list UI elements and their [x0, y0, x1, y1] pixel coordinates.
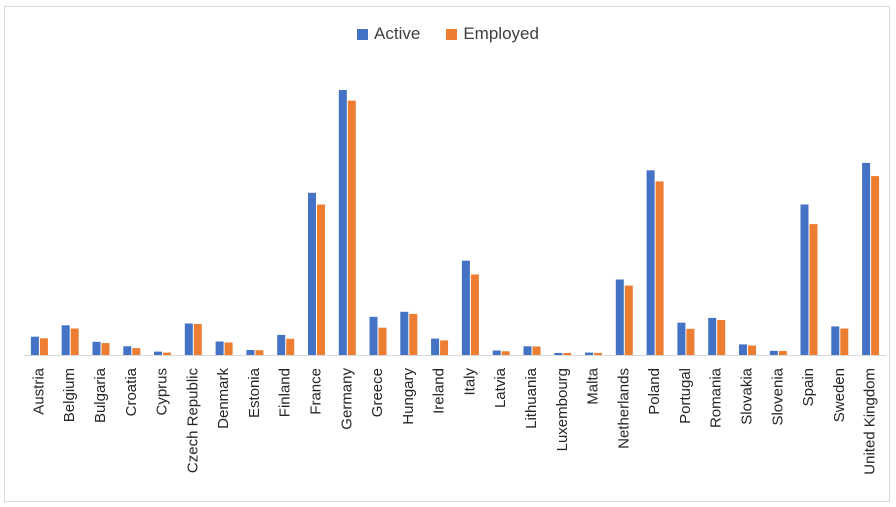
x-tick-label: Estonia — [246, 367, 263, 418]
bar-active-spain — [801, 205, 809, 356]
bar-employed-latvia — [502, 351, 510, 355]
bar-active-hungary — [400, 312, 408, 355]
bar-active-france — [308, 193, 316, 355]
x-tick-label: Hungary — [400, 368, 417, 425]
bar-active-malta — [585, 353, 593, 355]
x-tick-label: Sweden — [831, 368, 848, 422]
x-tick-label: Spain — [800, 368, 817, 406]
x-tick-label: Portugal — [677, 368, 694, 424]
bar-employed-czech-republic — [194, 324, 202, 355]
bar-employed-united-kingdom — [871, 176, 879, 355]
bar-active-austria — [31, 337, 39, 355]
bar-employed-estonia — [255, 350, 263, 355]
bar-employed-finland — [286, 339, 294, 355]
bar-active-czech-republic — [185, 324, 193, 356]
bar-employed-spain — [810, 224, 818, 355]
x-tick-label: Poland — [646, 368, 663, 415]
x-tick-label: Greece — [369, 368, 386, 417]
bar-employed-sweden — [840, 329, 848, 356]
bar-active-finland — [277, 335, 285, 355]
bar-employed-portugal — [686, 329, 694, 355]
bar-employed-ireland — [440, 340, 448, 355]
bar-employed-bulgaria — [102, 343, 110, 355]
bar-employed-germany — [348, 101, 356, 355]
x-tick-label: Romania — [708, 367, 725, 428]
bar-employed-lithuania — [533, 347, 541, 356]
x-tick-label: Belgium — [61, 368, 78, 422]
bar-active-netherlands — [616, 280, 624, 356]
bar-active-united-kingdom — [862, 163, 870, 355]
bar-active-belgium — [62, 325, 70, 355]
x-tick-label: Germany — [338, 368, 355, 430]
x-tick-label: Luxembourg — [554, 368, 571, 451]
x-tick-label: France — [307, 368, 324, 415]
bar-active-croatia — [123, 346, 131, 355]
x-tick-label: Netherlands — [615, 368, 632, 449]
bar-active-germany — [339, 90, 347, 355]
x-tick-label: Bulgaria — [92, 367, 109, 423]
x-tick-label: Italy — [461, 368, 478, 396]
x-tick-label: Slovakia — [738, 367, 755, 424]
bar-employed-greece — [379, 328, 387, 355]
bar-employed-luxembourg — [563, 353, 571, 355]
bar-active-romania — [708, 318, 716, 355]
bar-employed-croatia — [132, 348, 140, 355]
bar-employed-slovakia — [748, 346, 756, 356]
bar-active-poland — [647, 170, 655, 355]
bar-active-latvia — [493, 351, 501, 356]
x-tick-label: Finland — [277, 368, 294, 417]
x-tick-label: Lithuania — [523, 367, 540, 429]
bar-employed-netherlands — [625, 286, 633, 355]
bar-active-cyprus — [154, 352, 162, 355]
bar-active-estonia — [246, 350, 254, 355]
x-tick-label: United Kingdom — [862, 368, 879, 475]
bar-employed-france — [317, 205, 325, 356]
bar-employed-romania — [717, 320, 725, 355]
bar-active-slovenia — [770, 351, 778, 355]
bar-active-portugal — [677, 323, 685, 355]
bar-active-ireland — [431, 339, 439, 355]
bar-active-italy — [462, 261, 470, 355]
x-tick-label: Austria — [30, 367, 47, 414]
x-tick-label: Ireland — [431, 368, 448, 414]
x-tick-label: Denmark — [215, 368, 232, 429]
bar-employed-malta — [594, 353, 602, 355]
x-tick-label: Croatia — [123, 367, 140, 416]
bar-employed-slovenia — [779, 351, 787, 355]
bar-employed-poland — [656, 181, 664, 355]
bar-employed-belgium — [71, 329, 79, 356]
bar-employed-italy — [471, 274, 479, 355]
x-tick-label: Malta — [584, 367, 601, 404]
x-tick-label: Slovenia — [769, 367, 786, 425]
bar-active-luxembourg — [554, 353, 562, 355]
bar-active-greece — [370, 317, 378, 355]
bar-active-slovakia — [739, 344, 747, 355]
bar-active-denmark — [216, 342, 224, 356]
bar-employed-austria — [40, 338, 48, 355]
x-tick-label: Cyprus — [153, 368, 170, 416]
bar-employed-denmark — [225, 343, 233, 356]
x-tick-label: Latvia — [492, 367, 509, 408]
x-tick-label: Czech Republic — [184, 368, 201, 474]
bar-employed-hungary — [409, 314, 417, 355]
bar-active-bulgaria — [93, 342, 101, 355]
bar-active-lithuania — [524, 346, 532, 355]
bar-active-sweden — [831, 326, 839, 355]
bar-employed-cyprus — [163, 353, 171, 355]
